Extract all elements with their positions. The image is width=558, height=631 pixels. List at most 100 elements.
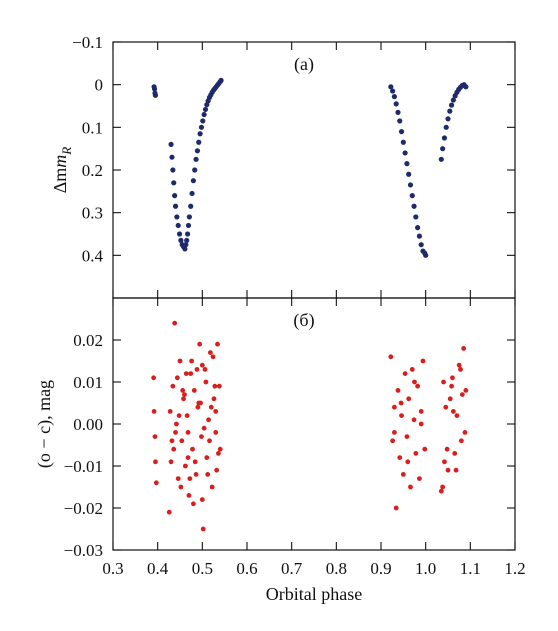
panel-b-point xyxy=(216,383,222,389)
panel-b-point xyxy=(214,467,220,473)
panel-b-y-axis-title: (o − c), mag xyxy=(34,380,55,468)
panel-a-point xyxy=(406,171,412,177)
panel-b-point xyxy=(441,379,446,385)
panel-a-label: (a) xyxy=(294,54,314,75)
panel-b-point xyxy=(200,526,206,532)
panel-b-frame xyxy=(112,297,516,551)
panel-b-point xyxy=(397,455,403,460)
panel-b-point xyxy=(182,392,187,397)
panel-a-y-ticks: −0.1 0 0.1 0.2 0.3 0.4 xyxy=(72,33,515,265)
panel-b-point xyxy=(402,371,408,376)
panel-b-point xyxy=(191,501,196,507)
panel-a-point xyxy=(400,139,406,145)
panel-b-point xyxy=(195,404,201,410)
x-tick-label: 1.1 xyxy=(460,559,481,578)
panel-b-point xyxy=(400,472,406,477)
panel-a-point xyxy=(151,86,158,92)
panel-a-point xyxy=(407,182,414,188)
panel-a-point xyxy=(202,106,209,113)
panel-b-point xyxy=(190,446,195,452)
panel-b-point xyxy=(175,476,181,481)
panel-b-point xyxy=(180,388,186,393)
panel-b-point xyxy=(174,421,179,427)
panel-a-point xyxy=(441,135,448,141)
panel-b-point xyxy=(442,459,447,465)
panel-a-point xyxy=(168,141,174,147)
panel-a-point xyxy=(175,222,181,229)
panel-a-point xyxy=(178,237,184,243)
x-tick-label: 0.5 xyxy=(192,559,213,578)
panel-a-point xyxy=(445,116,451,122)
panel-b-point xyxy=(412,379,417,385)
panel-a-y-tick-label: −0.1 xyxy=(72,33,103,52)
panel-a-point xyxy=(398,129,405,135)
panel-b-point xyxy=(388,354,394,360)
panel-b-point xyxy=(458,367,463,372)
panel-b-point xyxy=(194,367,200,372)
panel-b-point xyxy=(199,497,205,502)
panel-a-point xyxy=(409,193,415,199)
panel-b-point xyxy=(176,413,182,418)
panel-a-point xyxy=(411,203,417,209)
panel-b-point xyxy=(212,383,218,389)
panel-b-point xyxy=(456,362,462,368)
panel-b-y-tick-label: 0.00 xyxy=(73,415,103,434)
panel-b-point xyxy=(452,451,458,456)
panel-b-point xyxy=(169,438,175,444)
panel-b-point xyxy=(449,383,454,389)
panel-b-point xyxy=(206,417,211,423)
panel-a-point xyxy=(200,118,206,124)
panel-b-point xyxy=(172,320,178,326)
panel-b-point xyxy=(185,455,191,460)
panel-b-point xyxy=(192,459,198,465)
panel-b-point xyxy=(182,463,188,469)
panel-a-point xyxy=(194,148,201,154)
panel-b-y-ticks: 0.02 0.01 0.00 −0.01 −0.02 −0.03 xyxy=(64,331,515,560)
panel-a-y-tick-label: 0.2 xyxy=(82,161,103,180)
panel-b-point xyxy=(207,350,213,355)
x-tick-label: 1.0 xyxy=(415,559,436,578)
panel-b-point xyxy=(168,459,174,465)
panel-a-point xyxy=(196,139,202,145)
panel-b-point xyxy=(399,413,404,418)
panel-a-y-axis-title: ΔmmR xyxy=(50,147,74,194)
panel-a-point xyxy=(438,156,444,162)
panel-b-point xyxy=(213,430,219,435)
panel-b-point xyxy=(417,476,422,481)
panel-b-point xyxy=(178,484,184,490)
panel-b-point xyxy=(390,438,396,444)
panel-a-y-tick-label: 0.3 xyxy=(82,204,103,223)
panel-b-x-ticks: 0.3 0.4 0.5 0.6 0.7 0.8 0.9 1.0 1.1 1.2 xyxy=(102,42,526,578)
panel-a-point xyxy=(448,102,455,108)
panel-a-point xyxy=(184,237,190,243)
panel-a-point xyxy=(197,131,203,137)
panel-a-point xyxy=(183,242,189,248)
panel-a-point xyxy=(463,84,469,90)
panel-b-point xyxy=(167,409,173,414)
panel-b-point xyxy=(189,358,195,364)
panel-a-point xyxy=(172,193,178,199)
panel-b-point xyxy=(420,358,426,364)
panel-b-point xyxy=(170,383,176,389)
panel-b-point xyxy=(183,371,189,376)
panel-a-y-tick-label: 0.1 xyxy=(82,118,103,137)
panel-b-point xyxy=(422,446,428,452)
panel-b-point xyxy=(174,375,180,381)
panel-b-point xyxy=(191,388,197,393)
panel-b-point xyxy=(411,417,417,423)
panel-a-point xyxy=(192,167,198,173)
panel-b-point xyxy=(184,413,190,418)
panel-b-point xyxy=(205,472,211,477)
panel-a-point xyxy=(218,77,224,83)
panel-b-point xyxy=(177,358,183,364)
panel-b-point xyxy=(213,409,219,414)
panel-b-point xyxy=(462,430,468,435)
panel-b-point xyxy=(186,493,192,498)
panel-b-point xyxy=(151,375,157,381)
panel-a-point xyxy=(189,190,195,197)
panel-b-point xyxy=(208,404,214,410)
panel-a-point xyxy=(447,108,453,114)
panel-b-point xyxy=(404,434,410,439)
panel-b-point xyxy=(398,400,404,406)
panel-b-point xyxy=(453,467,459,473)
